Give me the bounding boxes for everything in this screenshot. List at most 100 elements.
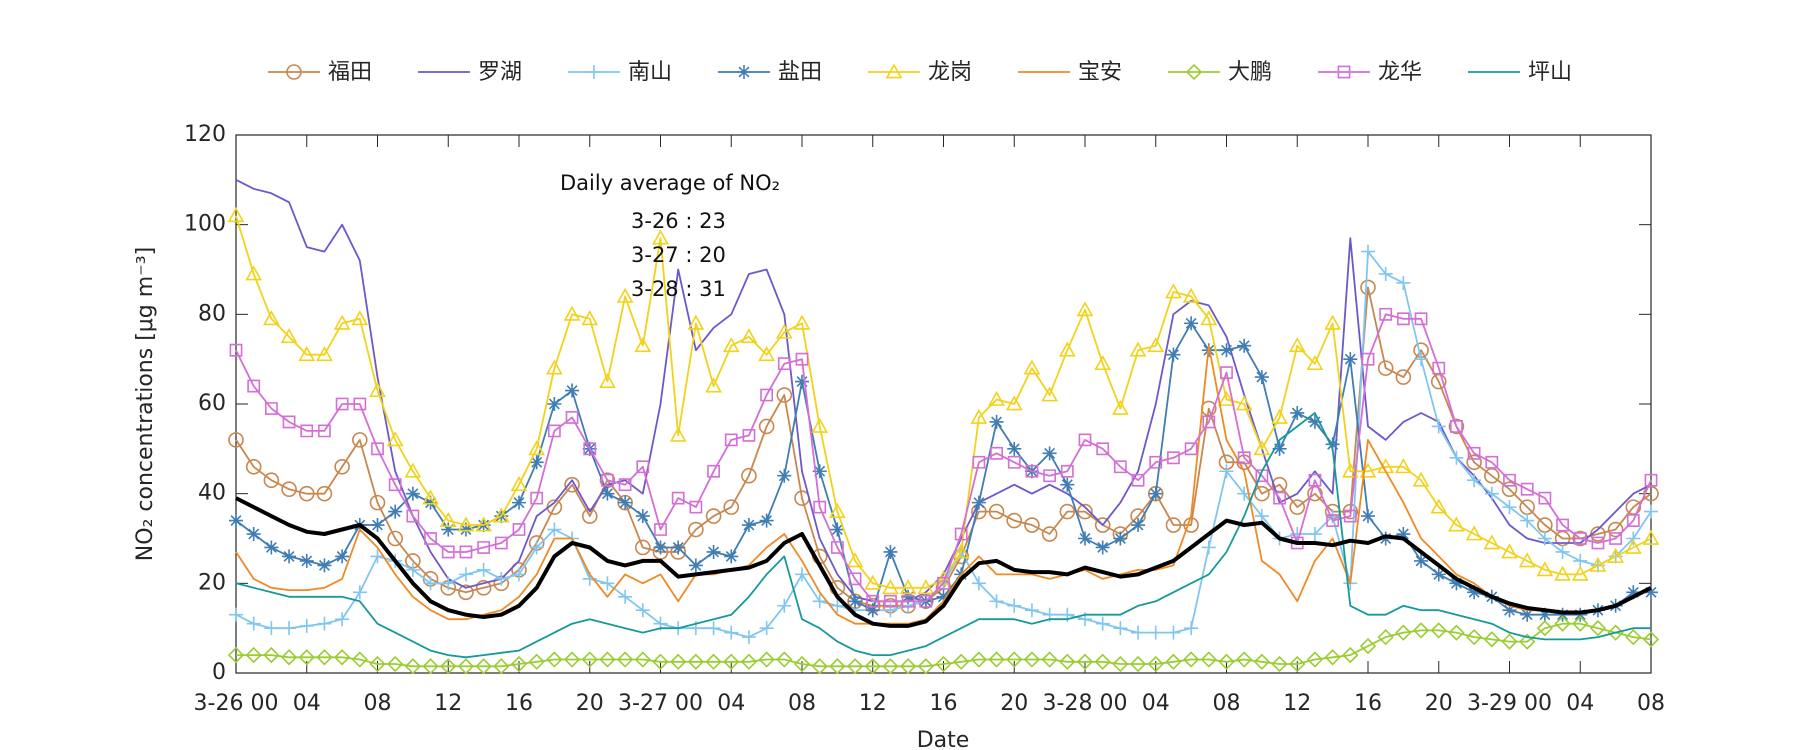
marker	[1129, 341, 1147, 357]
marker	[970, 408, 988, 424]
marker	[457, 658, 475, 675]
marker	[369, 494, 386, 511]
marker	[1147, 337, 1165, 353]
marker	[565, 411, 579, 424]
marker	[919, 594, 933, 608]
marker	[229, 513, 243, 528]
marker	[1200, 310, 1218, 326]
x-tick-label: 12	[1283, 691, 1311, 716]
marker	[829, 502, 846, 518]
marker	[652, 229, 669, 245]
marker	[972, 455, 986, 469]
marker	[1131, 473, 1145, 487]
marker	[1307, 414, 1322, 429]
marker	[1342, 646, 1359, 664]
marker	[1571, 565, 1589, 581]
marker	[1271, 655, 1288, 673]
marker	[937, 576, 950, 590]
marker	[1273, 491, 1286, 505]
marker	[1626, 514, 1640, 527]
marker	[1005, 395, 1023, 411]
marker	[1519, 633, 1536, 650]
marker	[493, 658, 510, 675]
marker	[1288, 337, 1306, 353]
marker	[1589, 620, 1607, 637]
marker	[335, 549, 350, 564]
marker	[989, 414, 1004, 429]
marker	[1255, 469, 1269, 483]
marker	[1485, 455, 1499, 469]
marker	[280, 328, 298, 344]
marker	[1625, 629, 1642, 646]
marker	[298, 485, 315, 502]
marker	[899, 658, 917, 675]
marker	[864, 574, 882, 590]
marker	[1378, 266, 1393, 281]
legend-label: 南山	[628, 60, 672, 85]
marker	[371, 442, 384, 456]
marker	[830, 541, 844, 554]
marker	[1466, 454, 1482, 471]
marker	[601, 473, 614, 487]
marker	[1538, 491, 1552, 505]
marker	[227, 207, 245, 223]
marker	[494, 536, 508, 550]
marker	[971, 576, 986, 591]
marker	[953, 653, 970, 670]
marker	[599, 372, 616, 388]
marker	[510, 655, 528, 673]
marker	[1324, 314, 1341, 330]
marker	[1361, 509, 1375, 524]
marker	[1501, 543, 1518, 559]
marker	[1448, 624, 1465, 641]
marker	[423, 495, 438, 510]
annotation: Daily average of NO₂	[560, 171, 780, 195]
marker	[404, 462, 422, 478]
marker	[1060, 477, 1075, 492]
marker	[1520, 482, 1534, 496]
marker	[458, 567, 473, 582]
marker	[1361, 352, 1375, 366]
marker	[227, 646, 245, 664]
x-tick-label: 04	[293, 691, 321, 716]
marker	[724, 625, 739, 640]
marker	[476, 562, 491, 577]
marker	[406, 509, 420, 523]
marker	[741, 630, 756, 645]
marker	[1147, 655, 1164, 673]
marker	[1644, 473, 1658, 487]
marker	[246, 616, 261, 631]
marker	[1337, 65, 1351, 79]
marker	[1041, 651, 1058, 668]
marker	[687, 653, 705, 670]
marker	[846, 658, 864, 675]
marker	[1271, 408, 1288, 424]
marker	[1218, 653, 1235, 670]
marker	[1290, 405, 1305, 420]
marker	[829, 658, 846, 675]
marker	[795, 374, 809, 389]
series-line	[235, 412, 1651, 659]
marker	[565, 383, 580, 398]
marker	[1518, 552, 1536, 568]
marker	[740, 328, 758, 344]
marker	[989, 594, 1004, 609]
marker	[512, 495, 526, 510]
marker	[706, 544, 721, 559]
marker	[884, 594, 897, 608]
marker	[758, 651, 775, 668]
marker	[494, 571, 509, 586]
marker	[1166, 625, 1181, 640]
marker	[793, 314, 811, 330]
marker	[1448, 516, 1465, 532]
marker	[1306, 651, 1324, 668]
marker	[988, 651, 1005, 668]
marker	[1308, 473, 1322, 487]
marker	[1220, 366, 1233, 380]
series-line	[235, 178, 1652, 603]
marker	[1325, 437, 1340, 452]
marker	[353, 397, 367, 411]
marker	[1467, 446, 1481, 460]
y-tick-label: 20	[198, 570, 226, 595]
series-line	[235, 344, 1652, 625]
